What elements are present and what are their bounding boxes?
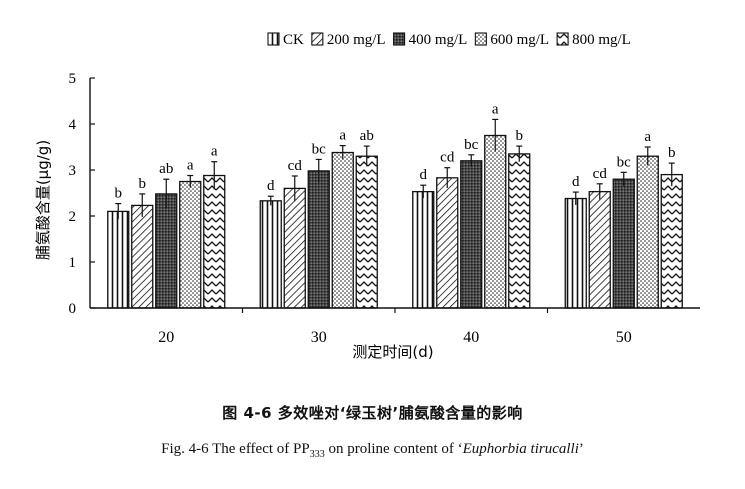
error-bars-group: [115, 118, 675, 220]
significance-label: a: [187, 158, 194, 174]
significance-label: d: [572, 174, 580, 190]
legend-swatch: [474, 32, 487, 46]
bar-1-40: [412, 190, 435, 309]
significance-label: cd: [288, 158, 303, 174]
significance-label: b: [139, 176, 147, 192]
caption-english-subscript: 333: [309, 449, 325, 460]
x-axis-label: 测定时间(d): [352, 343, 433, 361]
bar-1-50: [564, 197, 587, 309]
caption-species-name: Euphorbia tirucalli: [462, 441, 579, 457]
significance-label: cd: [593, 166, 608, 182]
bar-2-30: [283, 187, 306, 309]
bar-2-20: [131, 204, 154, 309]
bars-group: [107, 134, 683, 309]
significance-label: b: [668, 145, 676, 161]
bar-2-40: [436, 177, 459, 309]
bar-4-30: [331, 151, 354, 309]
caption-english-mid: on proline content of ‘: [324, 441, 463, 457]
caption-english-prefix: Fig. 4-6 The effect of PP: [161, 441, 310, 457]
bar-5-20: [203, 174, 226, 309]
axes-group: 0 1 2 3 4 5 20 30 40 50: [69, 71, 700, 346]
x-tick-label: 50: [616, 329, 632, 346]
figure-caption-english: Fig. 4-6 The effect of PP333 on proline …: [0, 441, 745, 460]
legend: CK 200 mg/L 400 mg/L 600 mg/L 800 mg/L: [267, 32, 631, 48]
bar-3-50: [612, 178, 635, 309]
y-tick-label: 5: [69, 71, 77, 87]
legend-swatch: [393, 32, 406, 46]
y-tick-label: 3: [69, 163, 77, 179]
x-tick-label: 40: [463, 329, 479, 346]
significance-label: d: [267, 178, 275, 194]
y-tick-label: 2: [69, 209, 77, 225]
legend-swatch: [267, 32, 280, 46]
x-tick-label: 20: [158, 329, 174, 346]
significance-label: ab: [159, 161, 173, 177]
y-tick-label: 4: [69, 117, 77, 133]
legend-swatch: [311, 32, 324, 46]
bar-5-30: [355, 155, 378, 309]
y-tick-label: 1: [69, 255, 77, 271]
significance-label: ab: [360, 128, 374, 144]
bar-1-20: [107, 210, 130, 309]
caption-english-suffix: ’: [578, 441, 584, 457]
bar-2-50: [588, 190, 611, 309]
significance-label: a: [339, 128, 346, 144]
bar-3-40: [460, 160, 483, 309]
legend-label: 200 mg/L: [327, 32, 386, 48]
significance-label: a: [211, 144, 218, 160]
y-tick-label: 0: [69, 301, 77, 317]
figure-caption-chinese: 图 4-6 多效唑对‘绿玉树’脯氨酸含量的影响: [222, 404, 523, 422]
bar-4-20: [179, 180, 202, 309]
bar-3-30: [307, 170, 330, 309]
x-tick-label: 30: [311, 329, 327, 346]
bar-4-50: [636, 155, 659, 309]
significance-label: bc: [312, 141, 327, 157]
legend-label: 600 mg/L: [490, 32, 549, 48]
significance-label: d: [420, 167, 428, 183]
bar-4-40: [484, 134, 507, 309]
significance-label: cd: [440, 150, 455, 166]
bar-1-30: [259, 200, 282, 309]
bar-3-20: [155, 193, 178, 309]
significance-label: b: [115, 186, 123, 202]
significance-label: a: [492, 101, 499, 117]
bar-5-40: [508, 153, 531, 309]
significance-label: a: [644, 129, 651, 145]
bar-5-50: [660, 173, 683, 309]
legend-label: 800 mg/L: [572, 32, 631, 48]
y-axis-label: 脯氨酸含量(μg/g): [34, 140, 52, 260]
significance-label: bc: [464, 137, 479, 153]
legend-label: 400 mg/L: [409, 32, 468, 48]
significance-label: bc: [617, 154, 632, 170]
significance-label: b: [516, 128, 524, 144]
legend-label: CK: [283, 32, 304, 48]
legend-swatch: [556, 32, 569, 46]
